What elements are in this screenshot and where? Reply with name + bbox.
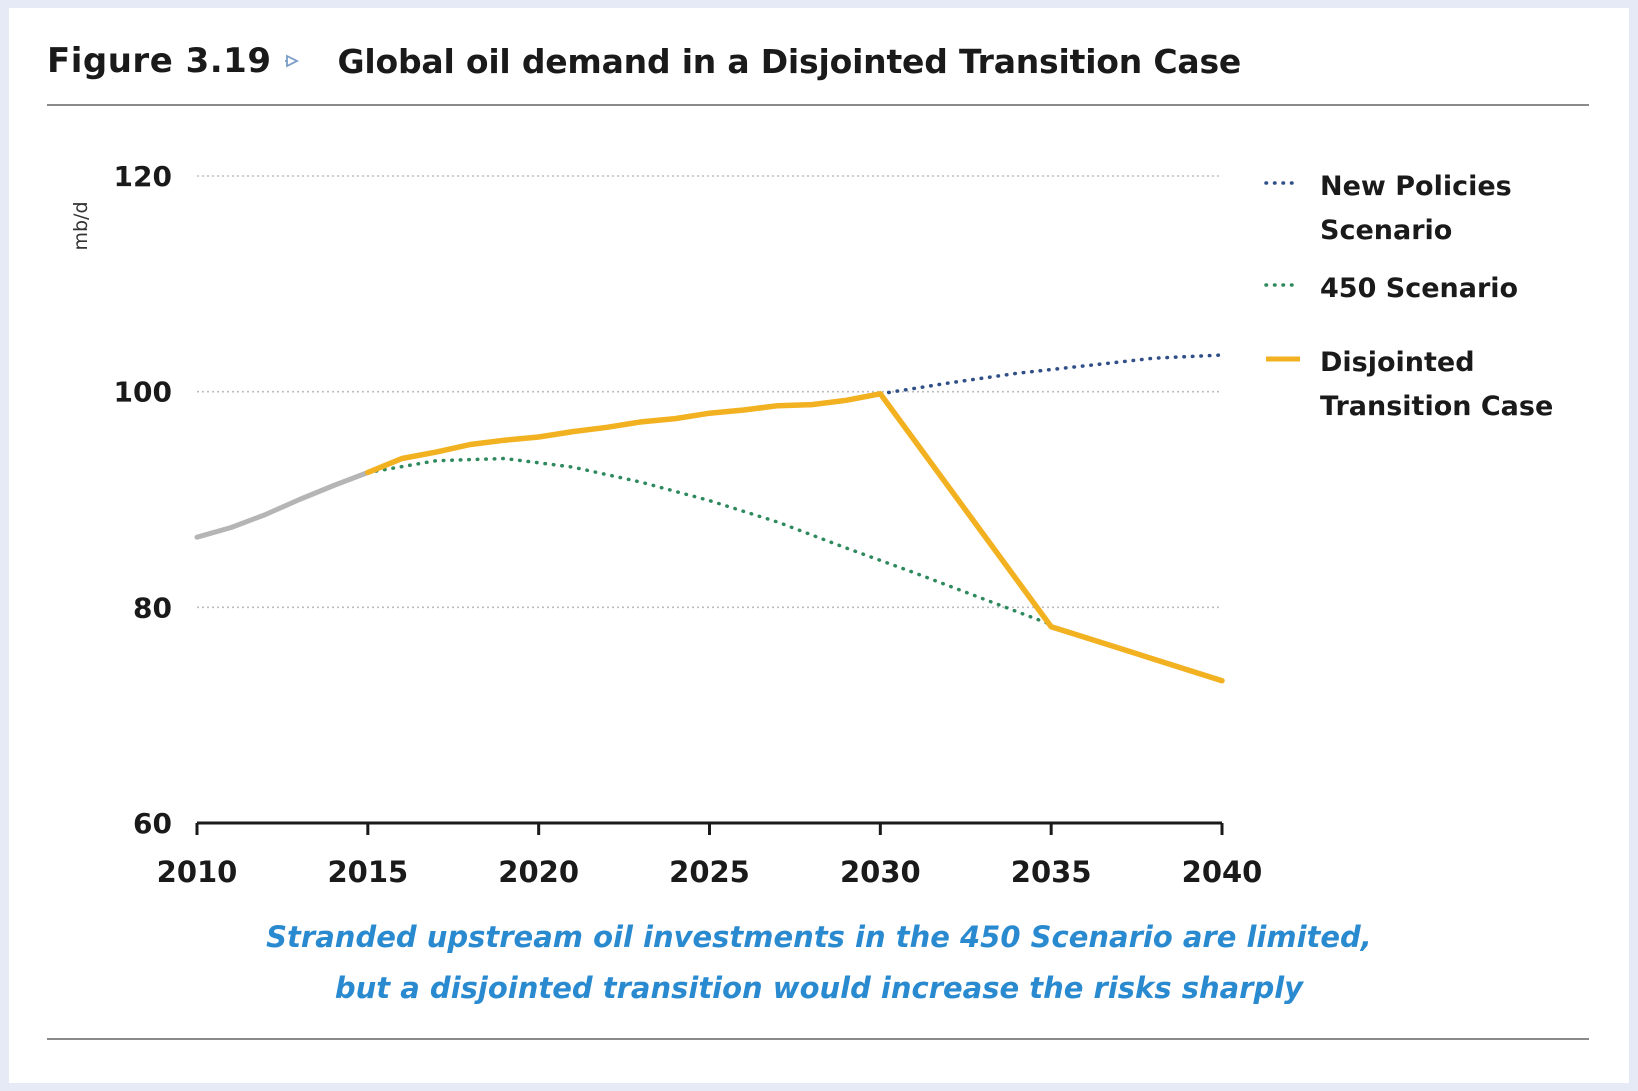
y-tick-label-120: 120 [114, 160, 172, 193]
x-tick-label-2015: 2015 [327, 855, 408, 889]
legend-label-new-policies-scenario-2: Scenario [1320, 215, 1452, 246]
legend-label-disjointed-transition-case-2: Transition Case [1320, 391, 1553, 422]
series-line-new-policies-scenario [878, 353, 1224, 396]
y-tick-label-60: 60 [133, 807, 172, 840]
figure-card [9, 8, 1629, 1083]
legend-label-new-policies-scenario-1: New Policies [1320, 171, 1512, 202]
figure-title: Global oil demand in a Disjointed Transi… [337, 41, 1242, 81]
x-tick-label-2020: 2020 [498, 855, 579, 889]
x-tick-label-2010: 2010 [157, 855, 238, 889]
figure-title-row: Figure 3.19 Global oil demand in a Disjo… [47, 36, 1241, 86]
series-line-historical [194, 470, 371, 540]
x-tick-label-2035: 2035 [1011, 855, 1092, 889]
series-line-disjointed-transition-case [365, 391, 1225, 684]
x-tick-label-2040: 2040 [1182, 855, 1263, 889]
x-tick-label-2030: 2030 [840, 855, 921, 889]
legend-label-disjointed-transition-case-1: Disjointed [1320, 347, 1475, 378]
play-arrow-icon [285, 54, 300, 68]
top-divider [47, 104, 1589, 106]
series-line-450-scenario [366, 456, 1053, 627]
y-axis-label: mb/d [70, 201, 92, 250]
caption-line-2: but a disjointed transition would increa… [334, 971, 1304, 1005]
legend-label-450-scenario-1: 450 Scenario [1320, 273, 1518, 304]
y-tick-label-80: 80 [133, 591, 172, 624]
bottom-divider [47, 1038, 1589, 1040]
figure-caption: Stranded upstream oil investments in the… [0, 912, 1638, 1014]
x-tick-label-2025: 2025 [669, 855, 750, 889]
caption-line-1: Stranded upstream oil investments in the… [266, 920, 1372, 954]
figure-number: Figure 3.19 [47, 41, 272, 81]
y-tick-label-100: 100 [114, 376, 172, 409]
